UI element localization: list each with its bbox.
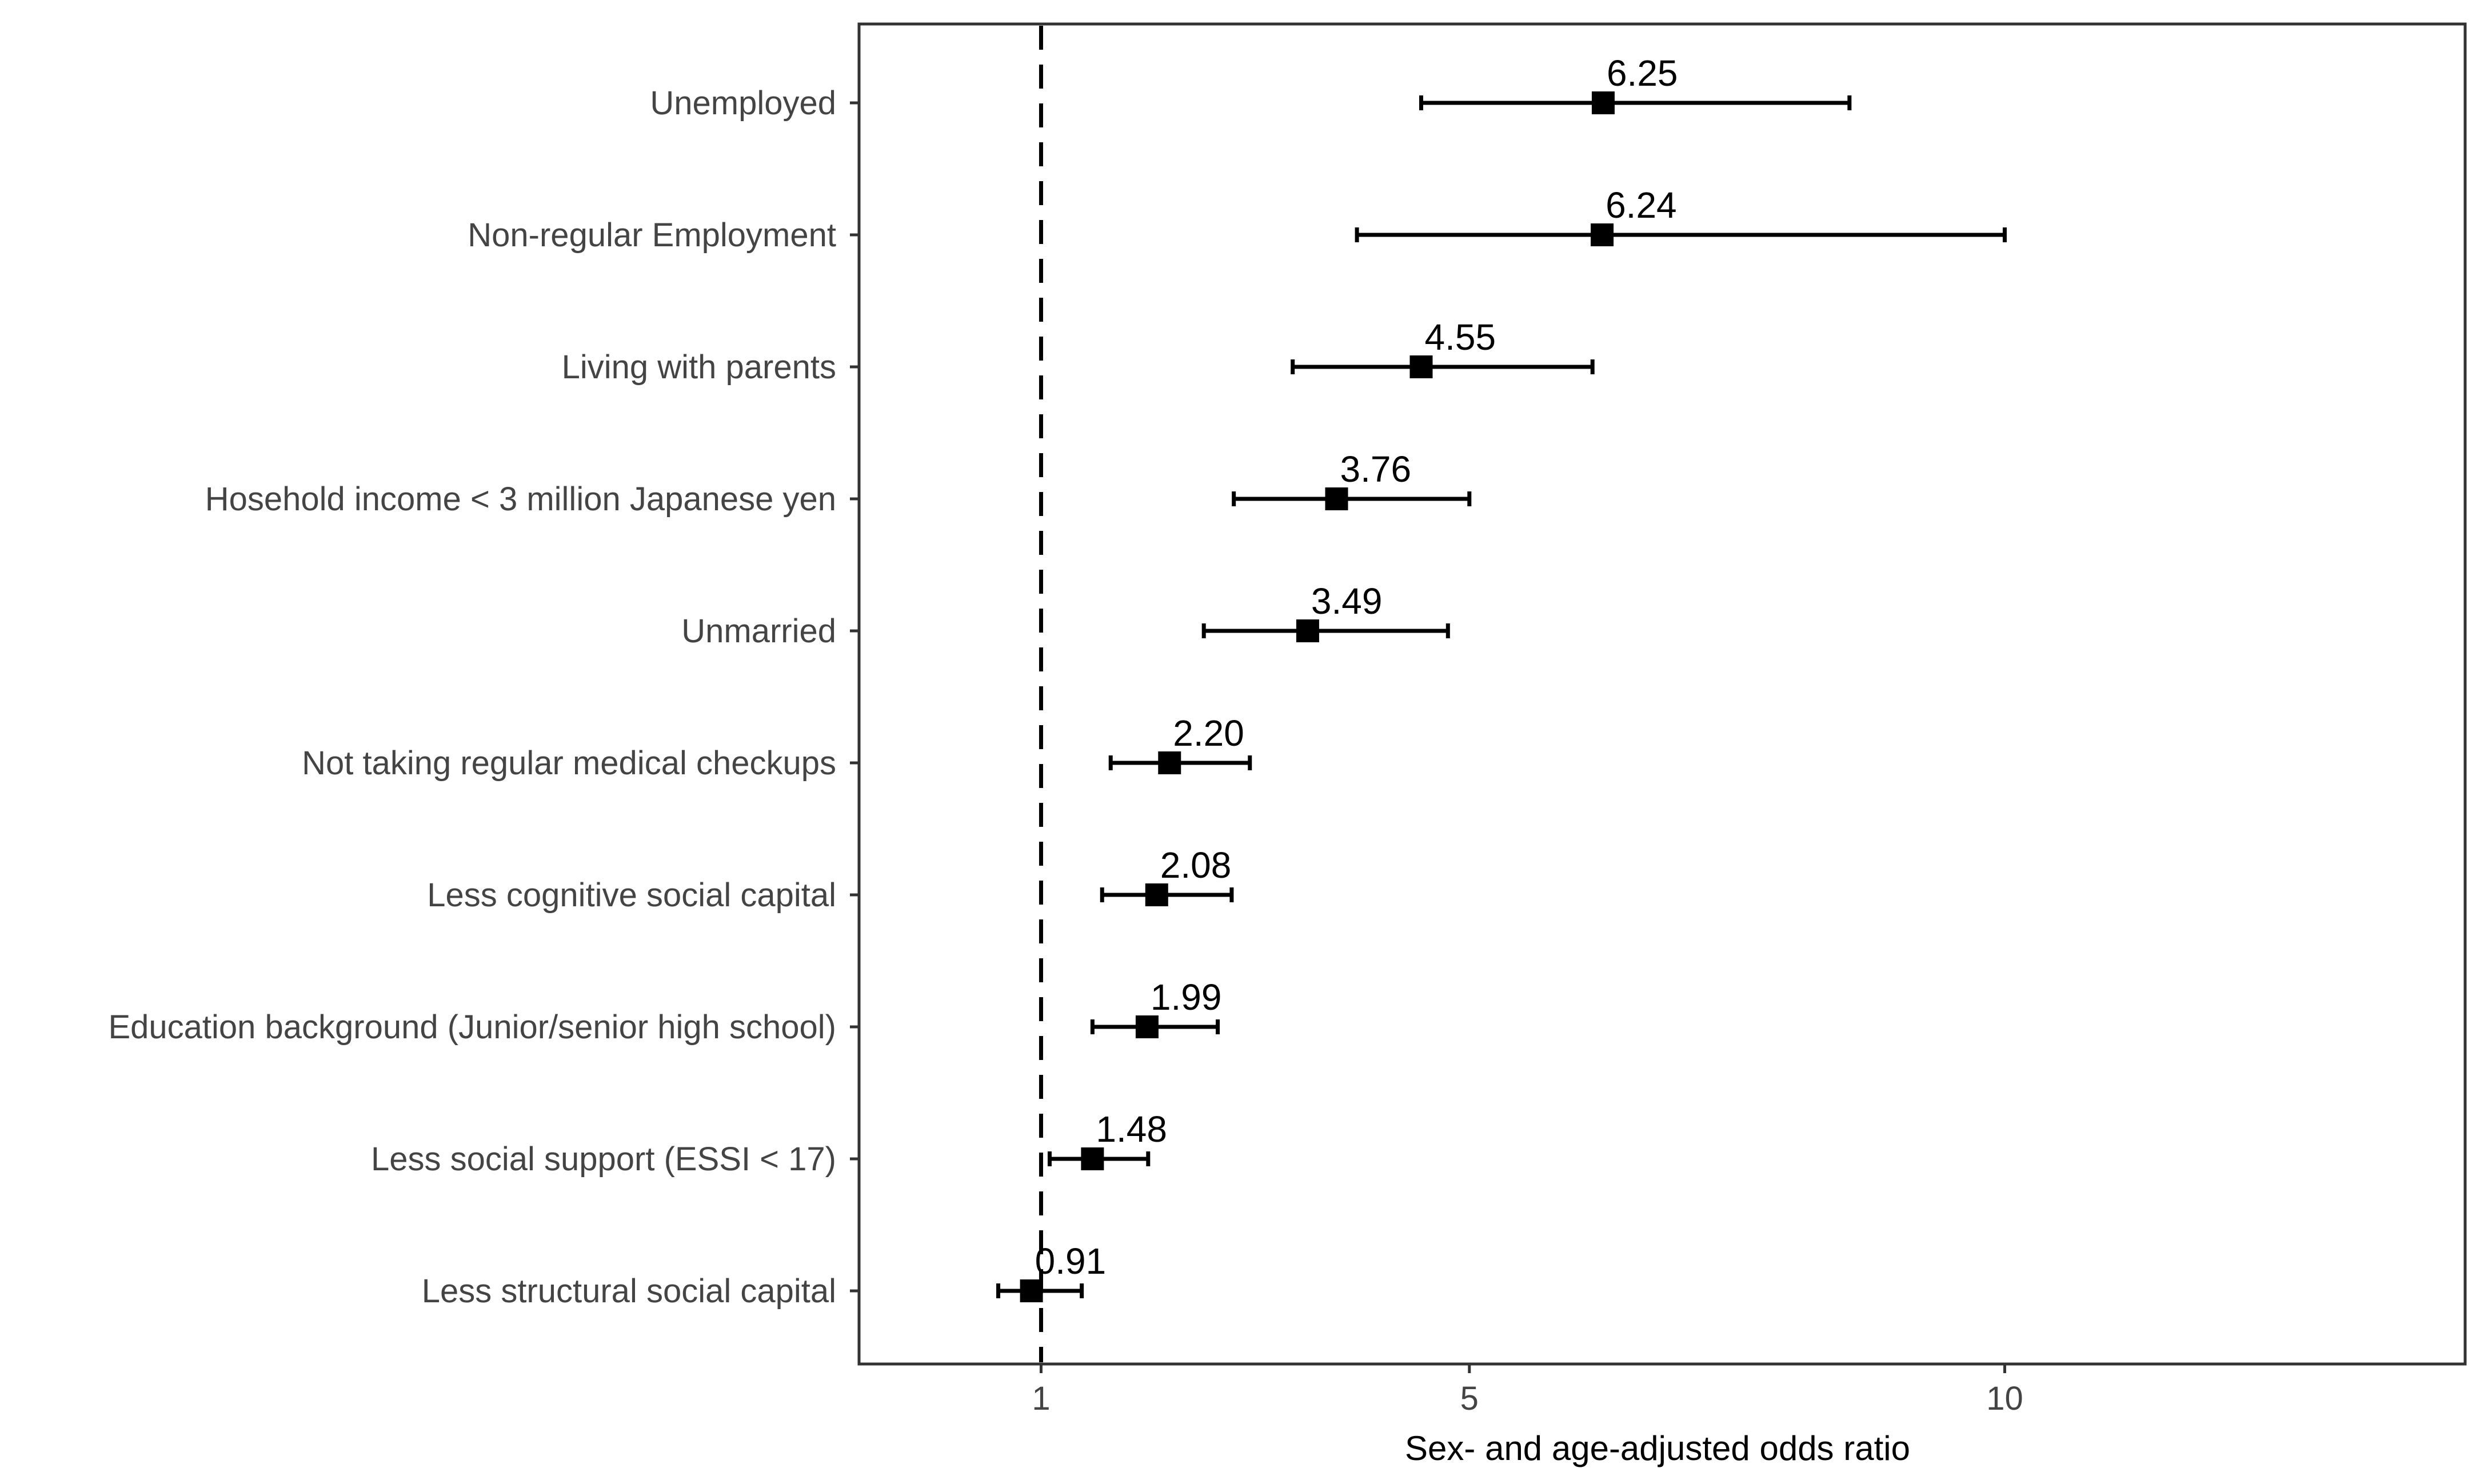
- y-category-label: Unmarried: [681, 613, 836, 650]
- estimate-value-label: 6.24: [1606, 185, 1677, 226]
- estimate-point: [1020, 1279, 1043, 1302]
- y-category-label: Non-regular Employment: [468, 217, 836, 254]
- estimate-value-label: 0.91: [1035, 1241, 1107, 1282]
- y-category-label: Unemployed: [650, 85, 836, 122]
- y-category-label: Education background (Junior/senior high…: [108, 1009, 836, 1046]
- y-category-label: Hosehold income < 3 million Japanese yen: [205, 481, 836, 518]
- estimate-value-label: 6.25: [1607, 53, 1678, 94]
- estimate-point: [1135, 1015, 1159, 1038]
- y-category-label: Less structural social capital: [422, 1273, 836, 1310]
- estimate-value-label: 2.20: [1173, 713, 1244, 754]
- estimate-point: [1591, 223, 1614, 246]
- estimate-value-label: 1.99: [1151, 977, 1222, 1018]
- x-axis-title: Sex- and age-adjusted odds ratio: [1405, 1429, 1910, 1467]
- x-tick-label: 1: [1032, 1380, 1050, 1417]
- estimate-value-label: 4.55: [1425, 317, 1496, 358]
- estimate-value-label: 3.49: [1311, 581, 1383, 622]
- y-category-label: Not taking regular medical checkups: [302, 745, 836, 782]
- estimate-point: [1325, 487, 1348, 510]
- estimate-point: [1409, 355, 1433, 378]
- estimate-value-label: 3.76: [1340, 449, 1412, 490]
- x-tick-label: 5: [1460, 1380, 1479, 1417]
- estimate-point: [1296, 619, 1319, 642]
- estimate-point: [1081, 1147, 1104, 1170]
- estimate-point: [1145, 883, 1168, 906]
- y-category-label: Living with parents: [562, 349, 836, 386]
- estimate-point: [1158, 751, 1181, 774]
- x-tick-label: 10: [1986, 1380, 2023, 1417]
- y-category-label: Less social support (ESSI < 17): [371, 1141, 836, 1178]
- estimate-value-label: 1.48: [1096, 1109, 1167, 1150]
- estimate-value-label: 2.08: [1160, 845, 1232, 886]
- y-category-label: Less cognitive social capital: [427, 877, 836, 914]
- plot-panel-border: [857, 22, 2467, 1366]
- estimate-point: [1591, 91, 1615, 114]
